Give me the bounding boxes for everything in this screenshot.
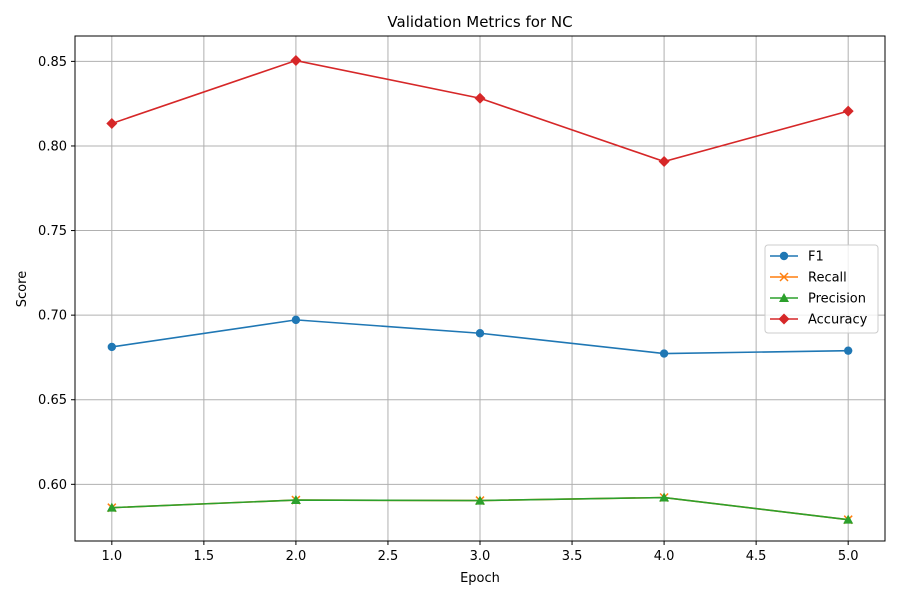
x-tick-label: 2.0 [286,549,307,564]
data-point-accuracy [290,55,302,67]
legend-marker [778,313,790,325]
data-point-precision [290,495,301,505]
y-tick-label: 0.70 [38,309,67,324]
legend-box [764,244,879,334]
x-tick-label: 3.5 [562,549,583,564]
data-point-precision [106,502,117,512]
legend-item-accuracy: Accuracy [770,313,868,328]
data-point-accuracy [106,117,118,129]
y-tick-label: 0.80 [38,139,67,154]
legend-item-precision: Precision [770,292,866,307]
data-point-f1 [659,349,669,358]
axis-ticks: 1.0 1.5 2.0 2.5 3.0 3.5 4.0 4.5 5.0 0.60 0.65 0.70 0… [38,55,858,564]
legend-label: F1 [808,250,824,265]
data-point-accuracy [658,156,670,168]
x-axis-label: Epoch [460,571,500,586]
y-tick-label: 0.75 [38,224,67,239]
series-f1 [107,315,853,358]
y-tick-label: 0.65 [38,393,67,408]
chart-title: Validation Metrics for NC [387,13,572,31]
x-tick-label: 1.5 [194,549,215,564]
data-point-precision [843,514,854,524]
x-tick-label: 2.5 [378,549,399,564]
y-axis-label: Score [15,271,30,307]
data-point-precision [659,492,670,502]
legend-marker [779,272,789,282]
series-accuracy [106,55,854,168]
legend-label: Recall [808,271,847,286]
data-point-precision [475,495,485,505]
x-tick-label: 5.0 [838,549,859,564]
y-tick-label: 0.60 [38,478,67,493]
data-point-f1 [475,329,485,338]
data-point-accuracy [842,105,854,117]
data-point-accuracy [474,92,486,104]
data-point-f1 [107,342,117,352]
legend-marker [779,293,789,302]
legend-label: Accuracy [808,313,868,328]
x-tick-label: 4.5 [746,549,767,564]
legend-item-recall: Recall [770,271,847,286]
y-tick-label: 0.85 [38,55,67,70]
x-tick-label: 1.0 [101,549,122,564]
data-point-f1 [843,346,853,355]
legend-label: Precision [808,292,866,307]
x-tick-label: 4.0 [654,549,675,564]
data-point-f1 [291,315,301,325]
legend-item-f1: F1 [770,250,824,265]
legend-marker [779,251,789,261]
series-group [106,55,854,525]
legend: F1 Recall Precision Accuracy [764,244,879,334]
series-precision [106,492,854,524]
x-tick-label: 3.0 [470,549,491,564]
grid [75,36,885,541]
